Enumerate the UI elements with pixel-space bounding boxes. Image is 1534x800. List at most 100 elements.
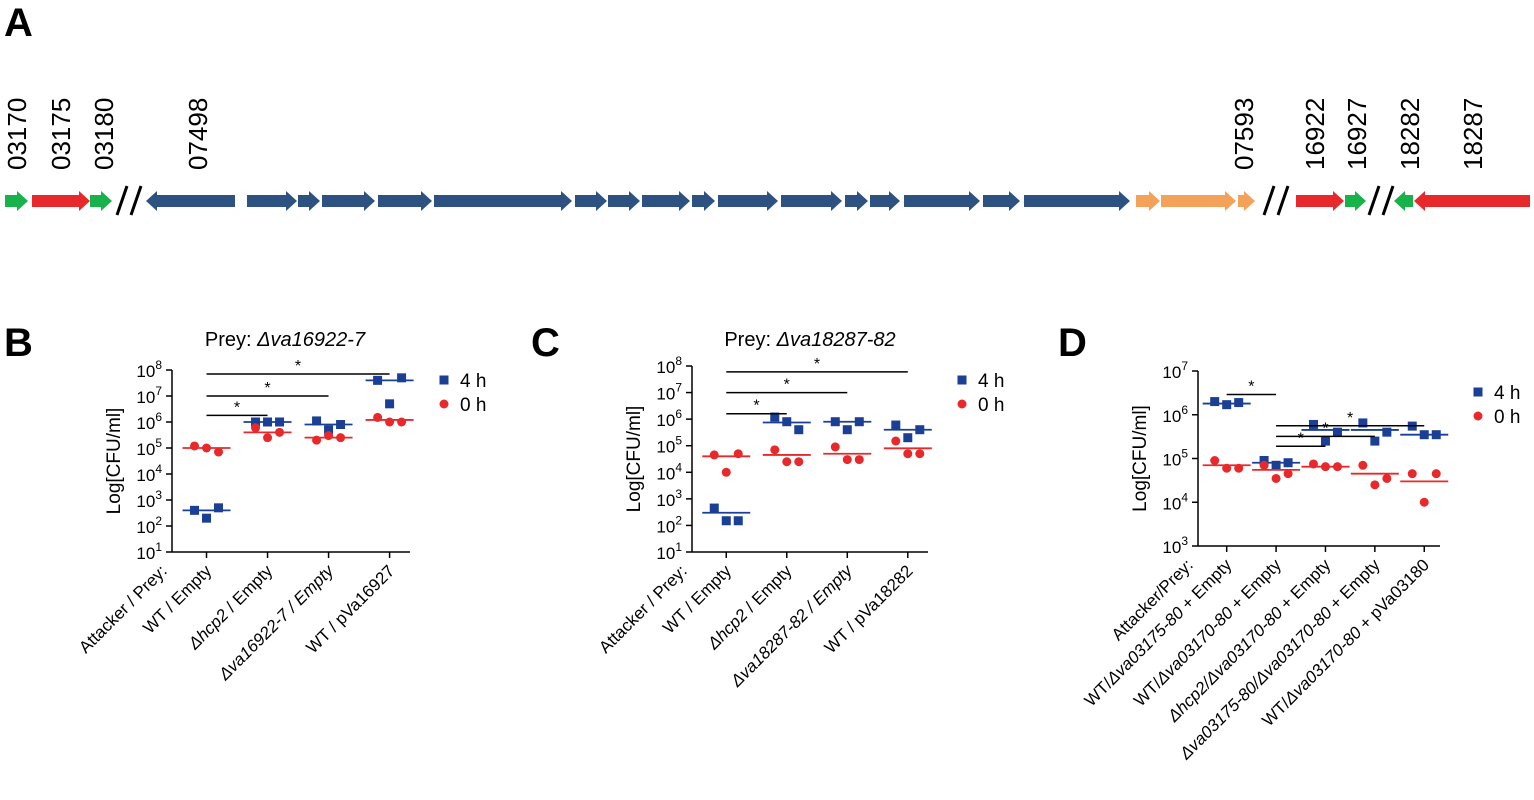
gene-label-03180: 03180 (89, 98, 119, 170)
data-point-square (397, 373, 407, 383)
data-point-circle (251, 423, 261, 433)
data-point-circle (794, 457, 804, 467)
gene-arrow (1296, 191, 1344, 211)
data-point-square (1382, 427, 1392, 437)
gene-arrow (378, 191, 432, 211)
data-point-circle (721, 467, 731, 477)
y-tick-label: 103 (136, 488, 162, 511)
gene-arrow (322, 191, 375, 211)
data-point-circle (1358, 460, 1368, 470)
y-tick-label: 103 (656, 487, 682, 510)
data-point-square (903, 433, 913, 443)
legend-marker-circle (1473, 411, 1483, 421)
data-point-circle (770, 445, 780, 455)
data-point-square (324, 425, 334, 435)
data-point-circle (915, 449, 925, 459)
gene-arrow (608, 191, 640, 211)
legend-label: 4 h (460, 371, 486, 392)
y-tick-label: 106 (656, 407, 682, 430)
gene-arrow (32, 191, 90, 211)
chart-panel-c: 101 102 103 104 105 106 107 108 Log[CFU/ml] Prey:… (595, 329, 1004, 691)
data-point-circle (1210, 456, 1220, 466)
gene-label-07498: 07498 (183, 98, 213, 170)
data-point-square (1234, 398, 1244, 408)
data-point-square (214, 503, 224, 513)
gene-arrow (1024, 191, 1130, 211)
data-point-square (1271, 460, 1281, 470)
chart-panel-d: 103104105106107Log[CFU/ml]Attacker/Prey:… (1081, 359, 1521, 764)
legend-marker-square (439, 375, 449, 385)
data-point-square (1370, 436, 1380, 446)
legend-label: 0 h (460, 395, 486, 416)
data-point-circle (263, 433, 273, 443)
y-tick-label: 101 (656, 540, 682, 563)
gene-arrow (1161, 191, 1236, 211)
legend-label: 0 h (978, 395, 1004, 416)
y-tick-label: 106 (136, 410, 162, 433)
y-tick-label: 102 (656, 513, 682, 536)
panel-letter-d: D (1058, 321, 1087, 365)
gene-arrow (5, 191, 28, 211)
data-point-square (770, 412, 780, 422)
data-point-circle (1431, 469, 1441, 479)
data-point-circle (782, 457, 792, 467)
gene-arrow (870, 191, 900, 211)
y-tick-label: 107 (1162, 359, 1188, 382)
gene-break-mark (129, 185, 143, 216)
legend-label: 4 h (1494, 383, 1520, 404)
significance-star: * (1322, 420, 1328, 437)
gene-arrow (434, 191, 572, 211)
data-point-square (733, 516, 743, 526)
chart-panel-b: 101 102 103 104 105 106 107 108 Log[CFU/ml] Prey:… (75, 329, 486, 685)
gene-break-mark (115, 185, 129, 216)
significance-star: * (264, 380, 270, 397)
panel-letter-b: B (4, 321, 33, 365)
significance-star: * (784, 377, 790, 394)
gene-arrow (298, 191, 320, 211)
panel-letter-a: A (4, 1, 33, 45)
y-tick-label: 108 (136, 358, 162, 381)
data-point-square (312, 416, 322, 426)
data-point-circle (1370, 480, 1380, 490)
gene-arrow (1345, 191, 1366, 211)
gene-arrow (1394, 191, 1413, 211)
y-tick-label: 102 (136, 514, 162, 537)
gene-arrow (1238, 191, 1255, 211)
data-point-square (202, 513, 212, 523)
panel-letter-c: C (531, 321, 560, 365)
data-point-square (721, 516, 731, 526)
y-axis-label: Log[CFU/ml] (104, 408, 125, 515)
gene-arrow (247, 191, 297, 211)
legend-marker-square (1473, 387, 1483, 397)
gene-arrow (845, 191, 868, 211)
gene-label-07593: 07593 (1229, 98, 1259, 170)
gene-label-16922: 16922 (1300, 98, 1330, 170)
legend-label: 0 h (1494, 407, 1520, 428)
gene-arrow (983, 191, 1020, 211)
y-tick-label: 104 (656, 460, 682, 483)
y-tick-label: 108 (656, 354, 682, 377)
data-point-square (842, 425, 852, 435)
data-point-circle (385, 417, 395, 427)
data-point-square (1320, 436, 1330, 446)
gene-label-18287: 18287 (1458, 98, 1488, 170)
gene-arrow (718, 191, 778, 211)
category-label: Δva16922-7 / Empty (214, 560, 338, 684)
data-point-square (891, 420, 901, 430)
data-point-circle (854, 455, 864, 465)
legend-marker-circle (957, 399, 967, 409)
gene-arrow (575, 191, 607, 211)
y-tick-label: 105 (1162, 447, 1188, 470)
gene-arrow (146, 191, 235, 211)
data-point-circle (1283, 469, 1293, 479)
legend-marker-circle (439, 399, 449, 409)
significance-star: * (234, 399, 240, 416)
data-point-square (709, 503, 719, 513)
y-axis-label: Log[CFU/ml] (1130, 405, 1151, 512)
gene-label-18282: 18282 (1395, 98, 1425, 170)
gene-break-mark (1381, 185, 1395, 216)
data-point-circle (397, 417, 407, 427)
data-point-circle (190, 441, 200, 451)
data-point-circle (1419, 497, 1429, 507)
